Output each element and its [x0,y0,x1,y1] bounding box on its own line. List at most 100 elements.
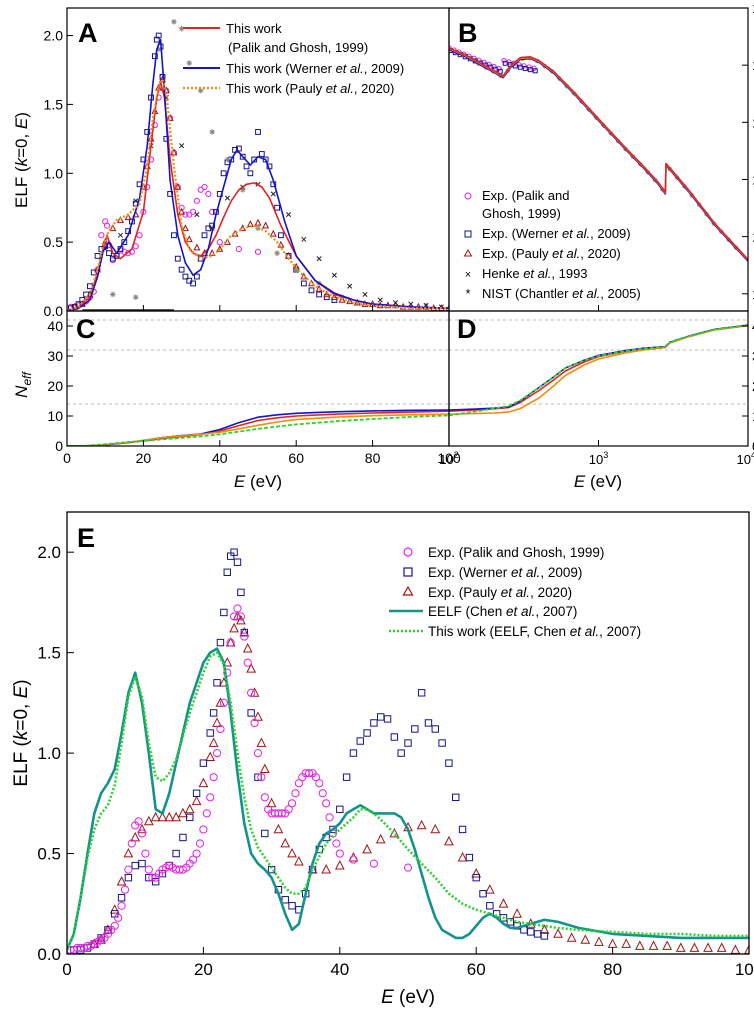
exp-palik-point [114,913,123,922]
exp-pauly-point [484,884,495,894]
exp-pauly-point [621,938,632,948]
exp-palik-point [325,813,334,822]
exp-palik-point [501,57,507,64]
legend-marker-pauly [463,249,473,257]
panel-d-frame [448,310,749,447]
panel-letter-a: A [78,18,98,48]
y-tick-label: 2.0 [44,28,64,44]
exp-pauly-point [205,751,216,761]
exp-pauly-point [323,290,331,298]
legend-label: This work (Pauly et al., 2020) [226,81,394,96]
exp-werner-point [363,729,371,737]
exp-pauly-point [353,298,361,306]
exp-palik-point [287,799,297,808]
exp-pauly-point [232,610,243,621]
exp-pauly-point [223,238,231,245]
exp-werner-point [201,232,208,239]
exp-werner-point [540,932,549,940]
nist-point [293,266,299,273]
exp-palik-point [254,248,262,255]
y-tick-label: 10 [47,408,63,424]
y-tick-label: 1.0 [37,744,61,763]
exp-palik-point [205,190,212,198]
exp-palik-point [202,809,211,818]
y-tick-label: 10-3 [752,113,754,130]
exp-pauly-point [287,847,297,858]
exp-pauly-markers [89,610,749,954]
nist-point [178,25,185,32]
exp-palik-point [369,859,378,868]
exp-palik-point [125,250,132,257]
exp-werner-point [390,733,399,741]
exp-werner-point [356,737,364,745]
exp-pauly-point [607,938,618,948]
exp-palik-point [124,865,133,874]
exp-werner-point [220,170,227,177]
exp-pauly-point [553,928,563,938]
exp-pauly-point [580,934,591,944]
exp-werner-point [192,789,201,797]
exp-palik-point [147,156,155,163]
y-tick-label: 10 [752,408,754,424]
exp-werner-point [502,60,508,66]
exp-palik-point [315,779,324,788]
exp-palik-point [189,855,198,864]
exp-werner-point [316,291,323,298]
exp-werner-point [90,269,97,276]
exp-werner-point [308,287,315,294]
nist-point [239,187,246,193]
exp-werner-point [243,163,250,170]
legend-label: This work (Werner et al., 2009) [226,61,404,76]
henke-point [347,283,353,289]
exp-werner-point [383,715,392,723]
exp-werner-point [431,725,439,733]
exp-palik-point [257,773,266,782]
y-tick-label: 1.0 [44,165,64,181]
legend-marker-henke: × [465,269,471,281]
exp-pauly-point [124,213,132,221]
panel-a-ylabel: ELF (k=0, E) [12,112,31,208]
exp-pauly-point [334,860,345,870]
henke-point [316,256,322,262]
exp-pauly-point [566,932,577,942]
y-tick-label: 0 [752,438,754,454]
exp-palik-point [260,793,269,802]
panel-e-legend: Exp. (Palik and Ghosh, 1999) Exp. (Werne… [389,545,641,639]
x-tick-label: 60 [288,450,304,466]
exp-werner-point [506,918,515,926]
y-tick-label: 2.0 [37,543,61,562]
exp-werner-point [533,930,542,938]
exp-werner-point [206,729,214,737]
exp-werner-point [258,151,265,157]
exp-werner-point [174,255,181,262]
exp-pauly-point [246,663,257,673]
exp-werner-point [397,749,405,757]
panel-b-legend: Exp. (Palik and Ghosh, 1999) Exp. (Werne… [463,188,641,301]
x-tick-label: 103 [589,450,608,467]
exp-palik-point [193,197,200,204]
exp-palik-point [117,901,126,910]
exp-pauly-point [181,224,189,232]
panel-letter-e: E [77,523,95,553]
exp-pauly-point [635,940,645,950]
exp-palik-point [403,863,413,872]
exp-palik-point [449,45,452,51]
exp-pauly-point [143,815,154,826]
exp-pauly-point [648,940,659,950]
panel-letter-c: C [76,314,96,344]
exp-pauly-point [123,847,134,858]
henke-point [408,301,414,307]
exp-palik-point [318,789,327,798]
exp-palik-point [223,668,232,677]
legend-label: EELF (Chen et al., 2007) [428,604,577,619]
exp-palik-point [311,773,321,782]
exp-werner-point [178,266,185,273]
y-tick-label: 0.5 [37,845,61,864]
exp-werner-point [131,861,139,870]
panel-c-xlabel: E (eV) [234,472,282,491]
exp-palik-markers [67,604,413,954]
exp-werner-point [179,833,187,842]
exp-werner-point [171,232,177,239]
exp-werner-point [472,873,480,882]
exp-pauly-point [137,823,147,834]
